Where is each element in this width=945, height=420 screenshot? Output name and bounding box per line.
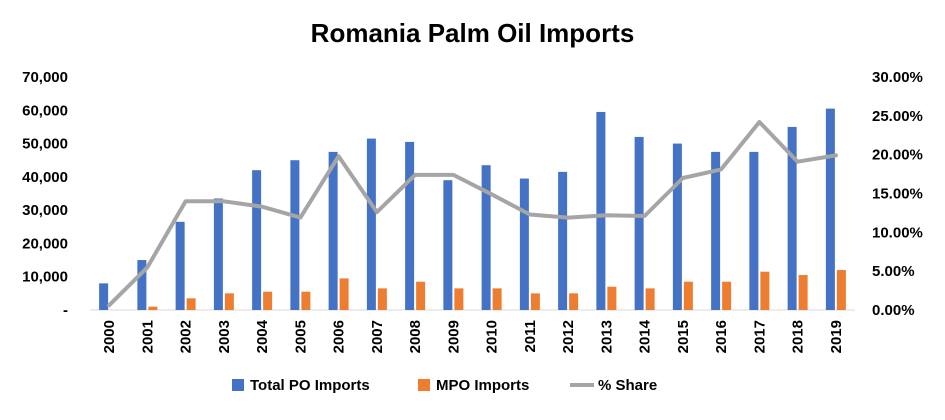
x-tick-label: 2018	[790, 320, 807, 353]
y-right-tick-label: 5.00%	[872, 263, 915, 280]
y-left-tick-label: 60,000	[22, 102, 68, 119]
bar-total-po-imports-2016	[711, 151, 721, 310]
x-tick-label: 2010	[484, 320, 501, 353]
bar-mpo-imports-2019	[836, 270, 846, 310]
chart-title: Romania Palm Oil Imports	[310, 18, 635, 48]
legend-label--share: % Share	[598, 377, 657, 394]
y-right-tick-label: 0.00%	[872, 302, 915, 319]
y-left-tick-label: 40,000	[22, 169, 68, 186]
bar-total-po-imports-2012	[558, 171, 568, 310]
x-tick-label: 2000	[101, 320, 118, 353]
bar-mpo-imports-2001	[148, 306, 158, 310]
y-left-tick-label: 50,000	[22, 136, 68, 153]
bar-total-po-imports-2011	[519, 178, 529, 310]
x-tick-label: 2016	[713, 320, 730, 353]
x-tick-label: 2014	[637, 319, 654, 353]
bar-total-po-imports-2006	[328, 151, 338, 310]
y-left-tick-label: 30,000	[22, 202, 68, 219]
bar-mpo-imports-2008	[416, 281, 426, 310]
bar-mpo-imports-2011	[530, 293, 540, 310]
x-tick-label: 2001	[139, 320, 156, 353]
x-tick-label: 2017	[751, 320, 768, 353]
y-right-tick-label: 10.00%	[872, 224, 923, 241]
bar-mpo-imports-2003	[224, 293, 234, 310]
bar-mpo-imports-2016	[722, 281, 732, 310]
x-tick-label: 2004	[254, 319, 271, 353]
x-tick-label: 2002	[178, 320, 195, 353]
legend-label-mpo-imports: MPO Imports	[436, 377, 529, 394]
bar-total-po-imports-2003	[213, 198, 223, 310]
bar-total-po-imports-2001	[137, 260, 147, 310]
bar-mpo-imports-2017	[760, 271, 770, 310]
x-tick-label: 2011	[522, 320, 539, 353]
y-right-tick-label: 15.00%	[872, 186, 923, 203]
bar-total-po-imports-2019	[825, 108, 835, 310]
bar-mpo-imports-2012	[569, 293, 579, 310]
bar-mpo-imports-2015	[683, 281, 693, 310]
bar-total-po-imports-2010	[481, 165, 491, 310]
legend-swatch-total-po-imports	[232, 379, 244, 391]
x-tick-label: 2003	[216, 320, 233, 353]
bar-mpo-imports-2009	[454, 288, 464, 310]
bar-mpo-imports-2013	[607, 286, 617, 310]
bar-total-po-imports-2015	[672, 143, 682, 310]
bar-mpo-imports-2005	[301, 291, 311, 310]
x-tick-label: 2015	[675, 320, 692, 353]
x-tick-label: 2019	[828, 320, 845, 353]
y-left-tick-label: 20,000	[22, 235, 68, 252]
y-right-tick-label: 25.00%	[872, 108, 923, 125]
bar-total-po-imports-2009	[443, 180, 453, 310]
y-right-tick-label: 30.00%	[872, 69, 923, 86]
bar-total-po-imports-2013	[596, 111, 606, 310]
y-left-tick-label: -	[63, 302, 68, 319]
bar-mpo-imports-2018	[798, 275, 808, 310]
bar-mpo-imports-2007	[377, 288, 387, 310]
bar-total-po-imports-2002	[175, 221, 185, 310]
bar-total-po-imports-2017	[749, 151, 759, 310]
line--share	[107, 120, 838, 308]
x-tick-label: 2009	[445, 320, 462, 353]
bar-mpo-imports-2014	[645, 288, 655, 310]
x-tick-label: 2007	[369, 320, 386, 353]
bar-mpo-imports-2010	[492, 288, 502, 310]
y-right-tick-label: 20.00%	[872, 147, 923, 164]
bar-mpo-imports-2004	[263, 291, 273, 310]
bar-total-po-imports-2014	[634, 136, 644, 310]
bar-total-po-imports-2005	[290, 160, 300, 310]
bar-total-po-imports-2008	[405, 141, 415, 310]
x-tick-label: 2005	[292, 320, 309, 353]
x-tick-label: 2012	[560, 320, 577, 353]
bar-total-po-imports-2004	[252, 170, 262, 310]
legend-label-total-po-imports: Total PO Imports	[250, 377, 370, 394]
bar-total-po-imports-2007	[366, 138, 376, 310]
y-left-tick-label: 70,000	[22, 69, 68, 86]
bar-total-po-imports-2018	[787, 126, 797, 310]
x-tick-label: 2008	[407, 320, 424, 353]
bar-mpo-imports-2006	[339, 278, 349, 310]
x-tick-label: 2013	[598, 320, 615, 353]
y-left-tick-label: 10,000	[22, 269, 68, 286]
legend-swatch-mpo-imports	[418, 379, 430, 391]
bar-total-po-imports-2000	[99, 283, 109, 310]
x-tick-label: 2006	[331, 320, 348, 353]
bar-mpo-imports-2002	[186, 298, 196, 310]
